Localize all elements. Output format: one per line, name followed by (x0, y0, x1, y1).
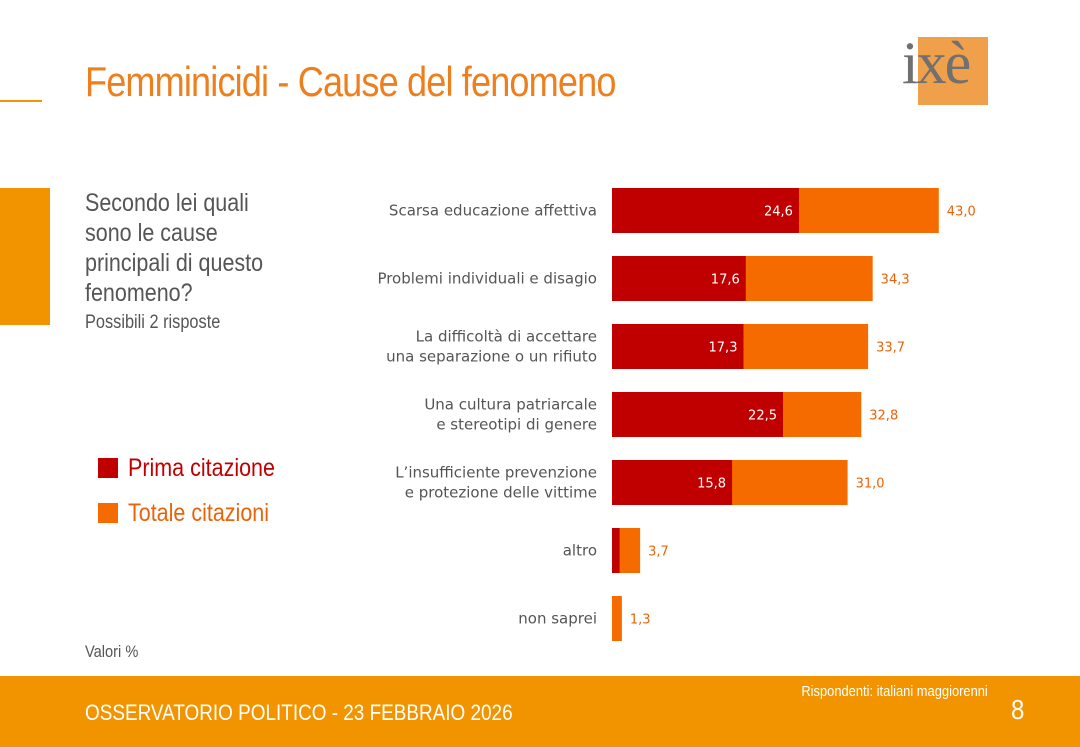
logo: ixè (902, 28, 1002, 98)
footer-respondents: Rispondenti: italiani maggiorenni (801, 683, 988, 700)
question-subtitle: Possibili 2 risposte (85, 312, 221, 333)
bar-first (612, 188, 799, 233)
value-label-first: 17,3 (709, 341, 738, 356)
value-label-total: 32,8 (869, 409, 898, 424)
category-label: Una cultura patriarcale (424, 396, 597, 414)
bar-chart: Scarsa educazione affettiva 24,6 43,0 Probl… (377, 188, 976, 641)
category-label: non saprei (518, 610, 597, 628)
value-label-total: 33,7 (876, 341, 905, 356)
logo-box (918, 37, 988, 105)
value-label-total: 43,0 (947, 205, 976, 220)
value-label-total: 3,7 (648, 545, 669, 560)
value-label-total: 31,0 (856, 477, 885, 492)
value-label-total: 1,3 (630, 613, 651, 628)
legend-swatch-first (98, 458, 118, 478)
values-note: Valori % (85, 642, 139, 661)
title-accent-line (0, 100, 42, 102)
value-label-first: 15,8 (697, 477, 726, 492)
value-label-first: 17,6 (711, 273, 740, 288)
legend-swatch-total (98, 503, 118, 523)
category-label: L’insufficiente prevenzione (395, 464, 597, 482)
bar-first (612, 460, 733, 505)
category-label: una separazione o un rifiuto (386, 348, 597, 366)
page-title: Femminicidi - Cause del fenomeno (85, 58, 616, 105)
category-label: e protezione delle vittime (405, 484, 597, 502)
category-label: altro (563, 542, 597, 560)
category-label: La difficoltà di accettare (416, 328, 597, 346)
question-text: Secondo lei quali sono le cause principa… (85, 189, 264, 307)
bar-first (612, 324, 744, 369)
value-label-first: 22,5 (748, 409, 777, 424)
bar-total (612, 596, 622, 641)
legend-item-first: Prima citazione (98, 453, 299, 483)
bar-first (612, 392, 783, 437)
legend-label-total: Totale citazioni (128, 498, 270, 527)
legend-item-total: Totale citazioni (98, 498, 292, 528)
category-label: e stereotipi di genere (436, 416, 597, 434)
page-number: 8 (1011, 694, 1025, 725)
logo-text: ixè (902, 30, 971, 96)
bar-first (612, 256, 746, 301)
footer-title: OSSERVATORIO POLITICO - 23 FEBBRAIO 2026 (85, 700, 513, 725)
footer-bar (0, 676, 1080, 747)
category-label: Scarsa educazione affettiva (389, 202, 597, 220)
value-label-first: 24,6 (764, 205, 793, 220)
legend-label-first: Prima citazione (128, 453, 275, 482)
category-label: Problemi individuali e disagio (377, 270, 597, 288)
question-accent-bar (0, 188, 50, 325)
bar-first (612, 528, 620, 573)
value-label-total: 34,3 (881, 273, 910, 288)
